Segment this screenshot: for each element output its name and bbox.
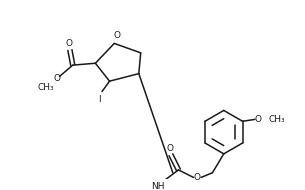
Text: CH₃: CH₃ — [38, 83, 55, 92]
Text: O: O — [254, 115, 261, 124]
Text: O: O — [167, 144, 174, 153]
Text: O: O — [53, 74, 60, 83]
Text: O: O — [66, 39, 73, 48]
Text: O: O — [113, 31, 120, 40]
Text: O: O — [194, 173, 201, 182]
Text: I: I — [98, 95, 100, 104]
Text: CH₃: CH₃ — [268, 115, 285, 124]
Text: NH: NH — [151, 182, 164, 190]
